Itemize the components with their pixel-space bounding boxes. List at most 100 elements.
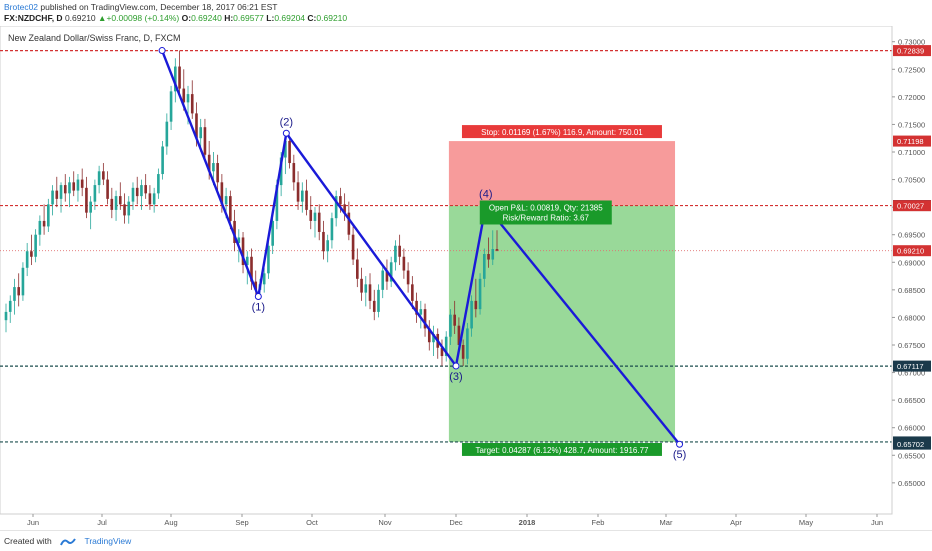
candle-body [351,234,355,260]
candle-body [330,218,334,241]
candle-body [13,287,16,301]
candle-body [233,220,236,243]
candle-body [360,278,363,293]
candle-body [245,256,249,266]
candle-body [364,284,368,293]
stop-info-label: Stop: 0.01169 (1.67%) 116.9, Amount: 750… [481,128,643,137]
candle-body [80,179,84,188]
up-arrow-icon: ▲ [98,13,107,23]
x-tick-label: Oct [306,518,319,527]
candle-body [97,171,101,186]
candle-body [305,190,308,210]
candle-body [140,185,143,197]
chart-header: Brotec02 published on TradingView.com, D… [0,0,932,26]
candle-body [102,171,105,180]
x-tick-label: Nov [378,518,392,527]
stop-info-label-bg [461,125,662,139]
target-info-label-bg [461,442,662,456]
author-link[interactable]: Brotec02 [4,2,39,12]
candle-body [343,204,346,213]
candle-body [478,278,482,310]
candle-body [76,179,80,191]
wave-point [158,47,166,55]
pnl-box-bg [479,200,612,225]
close-value: 0.69210 [316,13,348,23]
y-tick-label: 0.65000 [898,479,925,488]
candle-body [195,113,198,139]
price-tag: 0.71198 [897,137,924,146]
candle-body [381,270,385,290]
y-tick-label: 0.73000 [898,38,925,47]
candle-body [144,185,147,194]
candle-body [93,185,97,202]
price-tag: 0.72839 [897,47,924,56]
created-with-text: Created with [4,536,52,546]
candle-body [157,174,160,194]
candle-body [487,254,490,260]
candle-body [250,256,253,282]
wave-segment [484,204,681,445]
price-tag-bg [893,360,931,372]
high-value: 0.69577 [233,13,264,23]
candle-body [313,212,317,221]
candle-body [385,270,389,282]
candle-body [271,220,274,246]
price-tag: 0.65702 [897,440,924,449]
footer: Created with TradingView [0,530,932,550]
price-tag: 0.70027 [897,202,924,211]
candle-body [127,201,131,216]
candle-body [241,237,245,266]
y-tick-label: 0.66000 [898,424,925,433]
symbol-label[interactable]: FX:NZDCHF, D [4,13,63,23]
candle-body [398,245,401,257]
price-chart[interactable]: New Zealand Dollar/Swiss Franc, D, FXCM … [0,25,932,528]
high-label: H: [224,13,234,23]
low-value: 0.69204 [274,13,306,23]
candle-body [453,314,456,326]
candle-body [224,196,228,205]
candle-body [25,251,29,268]
wave-point [452,362,460,370]
candle-body [152,193,156,205]
tradingview-brand[interactable]: TradingView [84,536,132,546]
candle-body [173,66,177,92]
candle-body [356,259,359,279]
candle-body [423,309,427,329]
y-tick-label: 0.71500 [898,120,925,129]
candle-body [8,300,12,312]
candle-body [68,182,71,194]
candle-body [30,251,33,257]
y-tick-label: 0.71000 [898,148,925,157]
candle-body [339,196,342,205]
candle-body [131,187,135,202]
candle-body [474,300,478,310]
candle-body [229,196,232,221]
candle-body [262,273,266,285]
candle-body [4,311,8,321]
candle-body [440,347,444,357]
price-tag-bg [893,200,931,212]
candle-body [461,344,465,359]
chart-area[interactable]: New Zealand Dollar/Swiss Franc, D, FXCM … [0,25,932,528]
candle-body [411,284,414,301]
candle-body [207,154,211,172]
y-tick-label: 0.70500 [898,176,925,185]
x-tick-label: Mar [660,518,673,527]
y-tick-label: 0.68500 [898,286,925,295]
candle-body [300,190,304,202]
candle-body [203,127,207,155]
candle-body [186,94,190,103]
candle-body [237,237,241,243]
x-tick-label: Jun [871,518,883,527]
price-change: +0.00098 (+0.14%) [106,13,180,23]
x-tick-label: May [799,518,813,527]
candle-body [334,196,338,219]
candle-body [415,300,418,315]
candle-body [419,309,423,315]
candle-body [114,196,118,210]
candle-body [51,190,54,205]
wave-label: (2) [280,116,293,128]
price-tag-bg [893,45,931,57]
candle-body [275,185,279,221]
close-label: C: [307,13,317,23]
